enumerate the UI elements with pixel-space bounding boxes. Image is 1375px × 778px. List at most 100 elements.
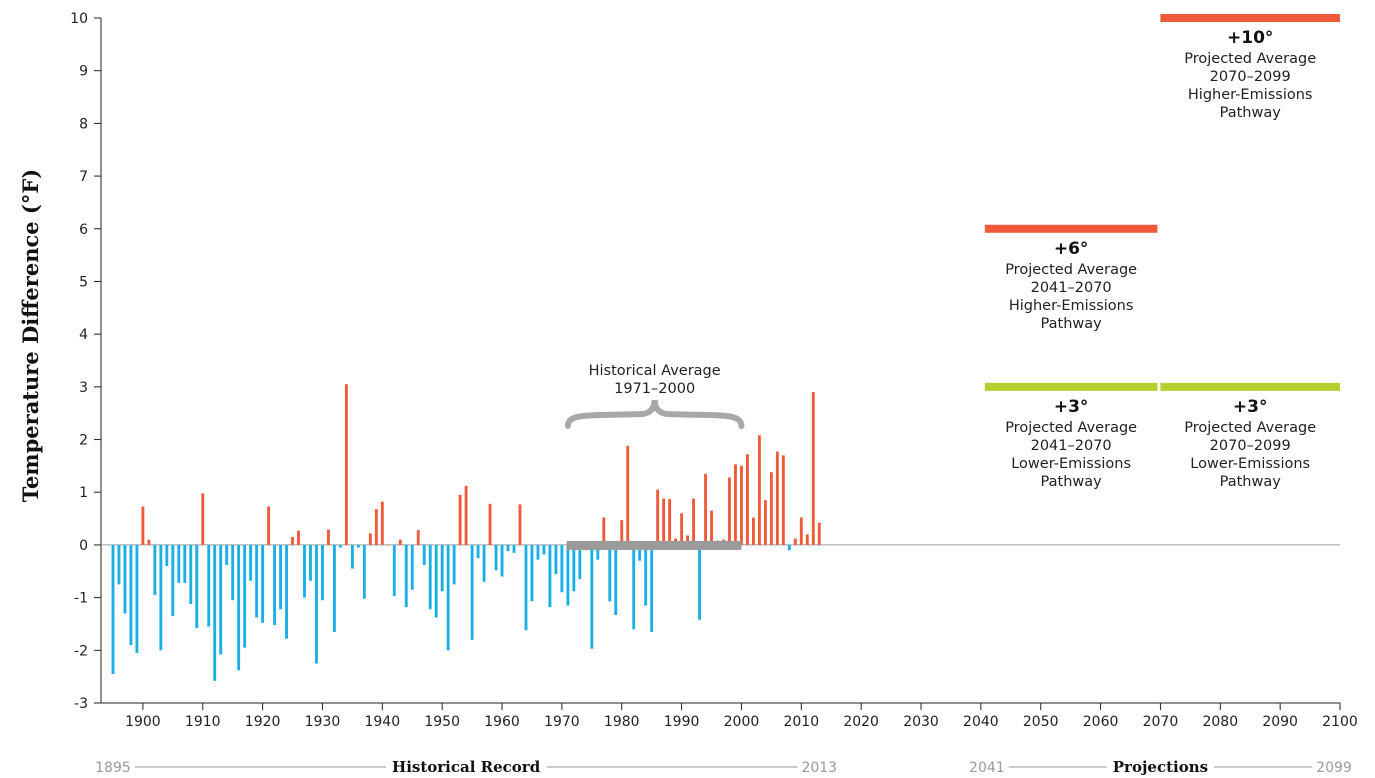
bar <box>608 545 611 601</box>
bar <box>602 518 605 545</box>
bar <box>656 490 659 545</box>
historical-average: Historical Average 1971–2000 <box>567 363 742 550</box>
historical-average-band <box>567 541 742 550</box>
projection-label: Pathway <box>1220 474 1282 490</box>
bar <box>650 545 653 632</box>
bar <box>243 545 246 648</box>
bar <box>668 499 671 545</box>
bar <box>225 545 228 565</box>
ranges: 1895 2013Historical Record 2041 2099Project… <box>95 758 1352 776</box>
bar <box>118 545 121 585</box>
bar <box>351 545 354 569</box>
range-title: Historical Record <box>392 758 541 776</box>
y-tick-label: -2 <box>74 643 88 659</box>
bar <box>333 545 336 632</box>
bar <box>776 452 779 545</box>
bar <box>171 545 174 616</box>
y-tick-label: 5 <box>79 274 88 290</box>
x-tick-label: 2080 <box>1202 714 1238 730</box>
bar <box>728 477 731 544</box>
x-tick-label: 1920 <box>245 714 281 730</box>
bar <box>710 511 713 545</box>
projection-value: +3° <box>1054 397 1089 417</box>
projections: +10° Projected Average 2070–2099 Higher-Emi… <box>985 14 1340 490</box>
bar <box>339 545 342 548</box>
x-tick-label: 1990 <box>664 714 700 730</box>
bar <box>309 545 312 581</box>
bar <box>213 545 216 681</box>
projection-bar <box>1160 14 1340 22</box>
bar <box>680 513 683 545</box>
bar <box>399 540 402 545</box>
bar <box>542 545 545 554</box>
historical-average-label: Historical Average <box>589 363 721 379</box>
bar <box>477 545 480 558</box>
x-tick-label: 2090 <box>1262 714 1298 730</box>
projection-label: Higher-Emissions <box>1009 298 1134 314</box>
bar <box>279 545 282 609</box>
bar <box>692 499 695 545</box>
bar <box>441 545 444 591</box>
bar <box>195 545 198 628</box>
bar <box>548 545 551 607</box>
bar <box>249 545 252 581</box>
bar <box>794 539 797 545</box>
range-end-label: 2013 <box>801 760 837 776</box>
bar <box>357 545 360 548</box>
projection-label: Pathway <box>1041 316 1103 332</box>
bar <box>147 540 150 545</box>
y-axis: -3 -2 -1 0 1 2 3 4 5 6 7 8 9 10 <box>70 11 101 712</box>
y-tick-label: 1 <box>79 485 88 501</box>
projection-bar <box>1160 383 1340 391</box>
bar <box>255 545 258 618</box>
bar <box>417 530 420 545</box>
y-tick-label: -1 <box>74 591 88 607</box>
bar <box>459 495 462 545</box>
bar <box>662 499 665 545</box>
bar <box>812 392 815 545</box>
range-title: Projections <box>1113 758 1208 776</box>
bar <box>453 545 456 585</box>
bar <box>165 545 168 566</box>
projection-label: Lower-Emissions <box>1011 456 1131 472</box>
x-tick-label: 2000 <box>724 714 760 730</box>
bar <box>758 435 761 545</box>
y-tick-label: 9 <box>79 64 88 80</box>
range-end-label: 2099 <box>1316 760 1352 776</box>
y-axis-label: Temperature Difference (°F) <box>18 169 43 502</box>
bar <box>423 545 426 565</box>
bars <box>112 384 821 681</box>
bar <box>411 545 414 590</box>
bar <box>764 500 767 545</box>
bar <box>746 454 749 545</box>
bar <box>525 545 528 630</box>
projection-label: Pathway <box>1220 105 1282 121</box>
bar <box>734 464 737 545</box>
historical-average-label: 1971–2000 <box>614 381 695 397</box>
bar <box>590 545 593 649</box>
bar <box>124 545 127 614</box>
projection-label: Projected Average <box>1184 420 1316 436</box>
bar <box>519 504 522 545</box>
range-start-label: 1895 <box>95 760 131 776</box>
x-tick-label: 1930 <box>305 714 341 730</box>
bar <box>207 545 210 627</box>
bar <box>483 545 486 582</box>
projection-value: +6° <box>1054 239 1089 259</box>
bar <box>112 545 115 674</box>
bar <box>237 545 240 670</box>
projection-value: +3° <box>1233 397 1268 417</box>
bar <box>806 534 809 545</box>
y-tick-label: 2 <box>79 433 88 449</box>
bar <box>273 545 276 625</box>
bar <box>752 518 755 545</box>
bar <box>429 545 432 609</box>
bar <box>489 504 492 545</box>
projection-label: 2070–2099 <box>1210 69 1291 85</box>
bar <box>560 545 563 592</box>
bar <box>303 545 306 598</box>
x-tick-label: 2020 <box>843 714 879 730</box>
bar <box>614 545 617 615</box>
bar <box>201 493 204 545</box>
